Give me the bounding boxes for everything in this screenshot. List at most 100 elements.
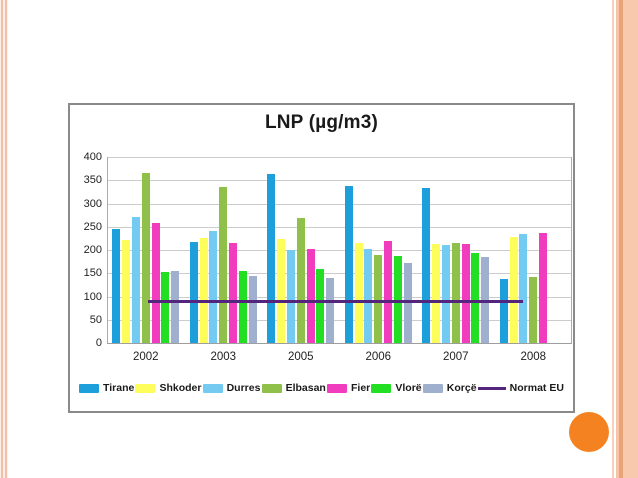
x-axis-label-2002: 2002 <box>132 351 159 363</box>
legend-label-Elbasan: Elbasan <box>285 382 326 394</box>
bar-Durres-2005 <box>286 249 295 343</box>
bar-Fier-2006 <box>384 241 392 343</box>
x-axis-label-2007: 2007 <box>442 351 469 363</box>
bar-Fier-2007 <box>461 243 470 343</box>
y-axis-tick-label: 0 <box>95 337 102 349</box>
bar-Elbasan-2006 <box>374 254 383 343</box>
bar-group-2007 <box>417 157 495 343</box>
bar-Elbasan-2005 <box>296 218 305 343</box>
gridline-50 <box>107 319 572 321</box>
orange-circle-decoration <box>569 412 609 452</box>
right-border-stripe <box>611 0 638 478</box>
bar-Korçë-2005 <box>326 277 335 343</box>
bar-Fier-2005 <box>306 248 315 343</box>
legend-label-Korçë: Korçë <box>446 382 477 394</box>
y-axis-tick-label: 400 <box>83 151 102 163</box>
gridline-100 <box>107 296 572 298</box>
bar-Shkoder-2006 <box>354 242 363 343</box>
legend-label-Durres: Durres <box>226 382 261 394</box>
bar-Durres-2006 <box>364 249 373 343</box>
bar-Vlorë-2006 <box>393 256 402 343</box>
legend-item-normat-eu: Normat EU <box>477 382 564 394</box>
bar-Elbasan-2008 <box>529 276 538 343</box>
bar-Fier-2003 <box>229 243 237 343</box>
bar-Fier-2002 <box>151 223 160 343</box>
gridline-400 <box>107 157 572 158</box>
y-axis-tick-label: 50 <box>89 313 102 326</box>
legend-swatch-Elbasan <box>261 383 282 393</box>
gridline-200 <box>107 250 572 251</box>
bar-group-2005 <box>262 157 340 343</box>
y-axis-tick-label: 350 <box>83 174 102 187</box>
y-axis-tick-label: 250 <box>83 220 102 233</box>
x-axis-label-2005: 2005 <box>287 351 314 363</box>
bar-Tirane-2008 <box>499 278 508 343</box>
bar-Shkoder-2007 <box>432 244 441 343</box>
legend-swatch-Shkoder <box>135 383 156 393</box>
legend-item-Vlorë: Vlorë <box>371 382 422 394</box>
bar-Fier-2008 <box>539 232 547 343</box>
bar-Elbasan-2007 <box>451 242 460 343</box>
legend-swatch-Korçë <box>422 383 443 393</box>
bar-Durres-2007 <box>441 245 450 343</box>
legend-swatch-Vlorë <box>371 383 392 393</box>
bar-Korçë-2006 <box>403 263 412 343</box>
chart-legend: Tirane Shkoder Durres Elbasan Fier Vlorë Korçë… <box>79 378 564 398</box>
chart-title: LNP (µg/m3) <box>264 112 379 133</box>
bar-Shkoder-2002 <box>122 239 131 343</box>
legend-label-normat-eu: Normat EU <box>509 382 564 394</box>
bar-Shkoder-2005 <box>277 238 286 343</box>
bar-Elbasan-2003 <box>219 187 228 343</box>
legend-item-Fier: Fier <box>326 382 371 394</box>
bar-Shkoder-2008 <box>509 236 518 343</box>
bar-Tirane-2006 <box>344 185 353 343</box>
legend-item-Elbasan: Elbasan <box>261 382 326 394</box>
bar-Durres-2008 <box>519 234 528 343</box>
bar-Durres-2002 <box>131 216 140 343</box>
gridline-300 <box>107 203 572 205</box>
bar-Durres-2003 <box>209 231 218 343</box>
bar-Tirane-2005 <box>267 173 276 343</box>
bar-Vlorë-2002 <box>161 272 170 343</box>
y-axis-tick-label: 100 <box>83 290 102 303</box>
bar-group-2002 <box>107 157 185 343</box>
x-axis-label-2006: 2006 <box>365 351 392 363</box>
plot-area: 0 50 100 150 200 250 300 350 400 2002 2003 2005 2006… <box>84 151 573 363</box>
bar-group-2006 <box>340 157 418 343</box>
bar-Vlorë-2007 <box>471 253 480 343</box>
bar-Tirane-2007 <box>422 188 431 343</box>
bar-Vlorë-2003 <box>238 271 247 343</box>
x-axis-label-2003: 2003 <box>210 351 237 363</box>
gridline-250 <box>107 226 572 228</box>
legend-item-Shkoder: Shkoder <box>135 382 201 394</box>
y-axis-tick-label: 200 <box>83 244 102 256</box>
gridline-150 <box>107 273 572 275</box>
plot-right-border <box>571 157 572 344</box>
normat-eu-reference-line <box>147 299 524 303</box>
bar-Vlorë-2005 <box>316 268 325 343</box>
gridline-0 <box>107 343 572 344</box>
legend-item-Tirane: Tirane <box>79 382 134 394</box>
legend-label-Vlorë: Vlorë <box>395 382 422 394</box>
y-axis-tick-label: 300 <box>83 197 102 210</box>
x-axis-label-2008: 2008 <box>520 351 547 363</box>
legend-label-Tirane: Tirane <box>103 382 135 394</box>
bar-chart: LNP (µg/m3) 0 50 100 150 200 250 300 350 400 2002… <box>68 103 575 413</box>
bar-Elbasan-2002 <box>141 173 150 343</box>
bar-Shkoder-2003 <box>199 237 208 343</box>
y-axis-tick-label: 150 <box>83 267 102 280</box>
legend-label-Fier: Fier <box>350 382 371 394</box>
legend-item-Korçë: Korçë <box>422 382 477 394</box>
legend-line-swatch-normat-eu <box>477 386 506 390</box>
left-border-stripe <box>0 0 8 478</box>
y-axis-line <box>107 157 108 343</box>
gridline-350 <box>107 180 572 182</box>
bar-group-2008 <box>495 157 573 343</box>
bar-Korçë-2003 <box>248 275 257 343</box>
bar-group-2003 <box>185 157 263 343</box>
bar-Korçë-2002 <box>171 271 180 343</box>
bar-Tirane-2003 <box>189 241 198 343</box>
legend-swatch-Tirane <box>79 383 99 393</box>
legend-label-Shkoder: Shkoder <box>159 382 202 394</box>
